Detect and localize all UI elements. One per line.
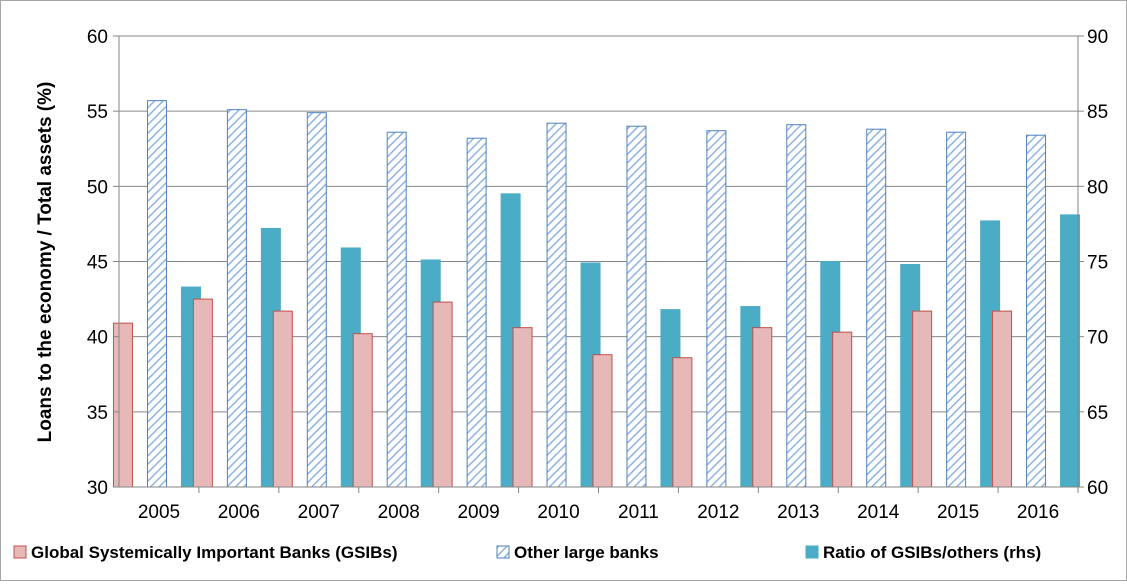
legend-label: Other large banks bbox=[514, 543, 659, 562]
legend: Global Systemically Important Banks (GSI… bbox=[13, 543, 1041, 562]
bar-other-large-banks-2014 bbox=[866, 128, 887, 488]
bars bbox=[112, 100, 1081, 488]
bar-gsib-2016 bbox=[992, 310, 1013, 488]
bar-gsib-2006 bbox=[192, 298, 213, 488]
y2-tick-label: 90 bbox=[1087, 27, 1108, 48]
y2-tick-label: 80 bbox=[1087, 177, 1108, 198]
bar-gsib-2014 bbox=[832, 331, 853, 488]
bar-other-large-banks-2009 bbox=[466, 137, 487, 488]
tick-labels: 30 35 40 45 50 55 60 60 65 70 75 80 85 90 2005 2006 2007… bbox=[87, 27, 1108, 523]
y-tick-label: 35 bbox=[87, 403, 108, 424]
axes bbox=[113, 35, 1084, 493]
x-tick-label: 2009 bbox=[457, 502, 499, 523]
x-tick-label: 2006 bbox=[218, 502, 260, 523]
legend-swatch bbox=[13, 545, 27, 559]
bar-other-large-banks-2006 bbox=[226, 109, 247, 488]
y-tick-label: 40 bbox=[87, 328, 108, 349]
bar-other-large-banks-2005 bbox=[146, 100, 167, 488]
legend-label: Global Systemically Important Banks (GSI… bbox=[31, 543, 398, 562]
y-axis-label: Loans to the economy / Total assets (%) bbox=[35, 82, 56, 443]
y-tick-label: 50 bbox=[87, 177, 108, 198]
y2-tick-label: 85 bbox=[1087, 102, 1108, 123]
y2-tick-label: 70 bbox=[1087, 328, 1108, 349]
x-tick-label: 2014 bbox=[857, 502, 900, 523]
bar-gsib-2012 bbox=[672, 357, 693, 488]
bar-gsib-2008 bbox=[352, 333, 373, 488]
y2-tick-label: 60 bbox=[1087, 478, 1108, 499]
bar-gsib-2015 bbox=[912, 310, 933, 488]
y-tick-label: 30 bbox=[87, 478, 108, 499]
bar-other-large-banks-2013 bbox=[786, 124, 807, 488]
x-tick-label: 2016 bbox=[1017, 502, 1059, 523]
y2-tick-label: 65 bbox=[1087, 403, 1108, 424]
y-tick-label: 45 bbox=[87, 253, 108, 274]
bar-gsib-2011 bbox=[592, 354, 613, 488]
bar-other-large-banks-2011 bbox=[626, 125, 647, 488]
x-tick-label: 2010 bbox=[537, 502, 579, 523]
x-tick-label: 2007 bbox=[298, 502, 340, 523]
bar-gsib-2009 bbox=[432, 301, 453, 488]
y-tick-label: 60 bbox=[87, 27, 108, 48]
x-tick-label: 2013 bbox=[777, 502, 819, 523]
y-tick-label: 55 bbox=[87, 102, 108, 123]
bar-gsib-2013 bbox=[752, 327, 773, 488]
bar-other-large-banks-2016 bbox=[1026, 134, 1047, 488]
x-tick-label: 2008 bbox=[378, 502, 420, 523]
bar-ratio-2016 bbox=[1060, 214, 1081, 488]
bar-other-large-banks-2008 bbox=[386, 131, 407, 488]
bar-other-large-banks-2010 bbox=[546, 122, 567, 488]
x-tick-label: 2012 bbox=[697, 502, 739, 523]
bar-gsib-2005 bbox=[112, 322, 133, 488]
legend-swatch bbox=[805, 545, 819, 559]
legend-label: Ratio of GSIBs/others (rhs) bbox=[823, 543, 1041, 562]
y2-tick-label: 75 bbox=[1087, 253, 1108, 274]
x-tick-label: 2005 bbox=[138, 502, 180, 523]
bar-other-large-banks-2015 bbox=[946, 131, 967, 488]
bar-other-large-banks-2012 bbox=[706, 130, 727, 488]
x-tick-label: 2011 bbox=[618, 502, 659, 523]
x-tick-label: 2015 bbox=[937, 502, 979, 523]
bar-gsib-2010 bbox=[512, 327, 533, 488]
bar-gsib-2007 bbox=[272, 310, 293, 488]
legend-swatch bbox=[496, 545, 510, 559]
bar-other-large-banks-2007 bbox=[306, 112, 327, 488]
